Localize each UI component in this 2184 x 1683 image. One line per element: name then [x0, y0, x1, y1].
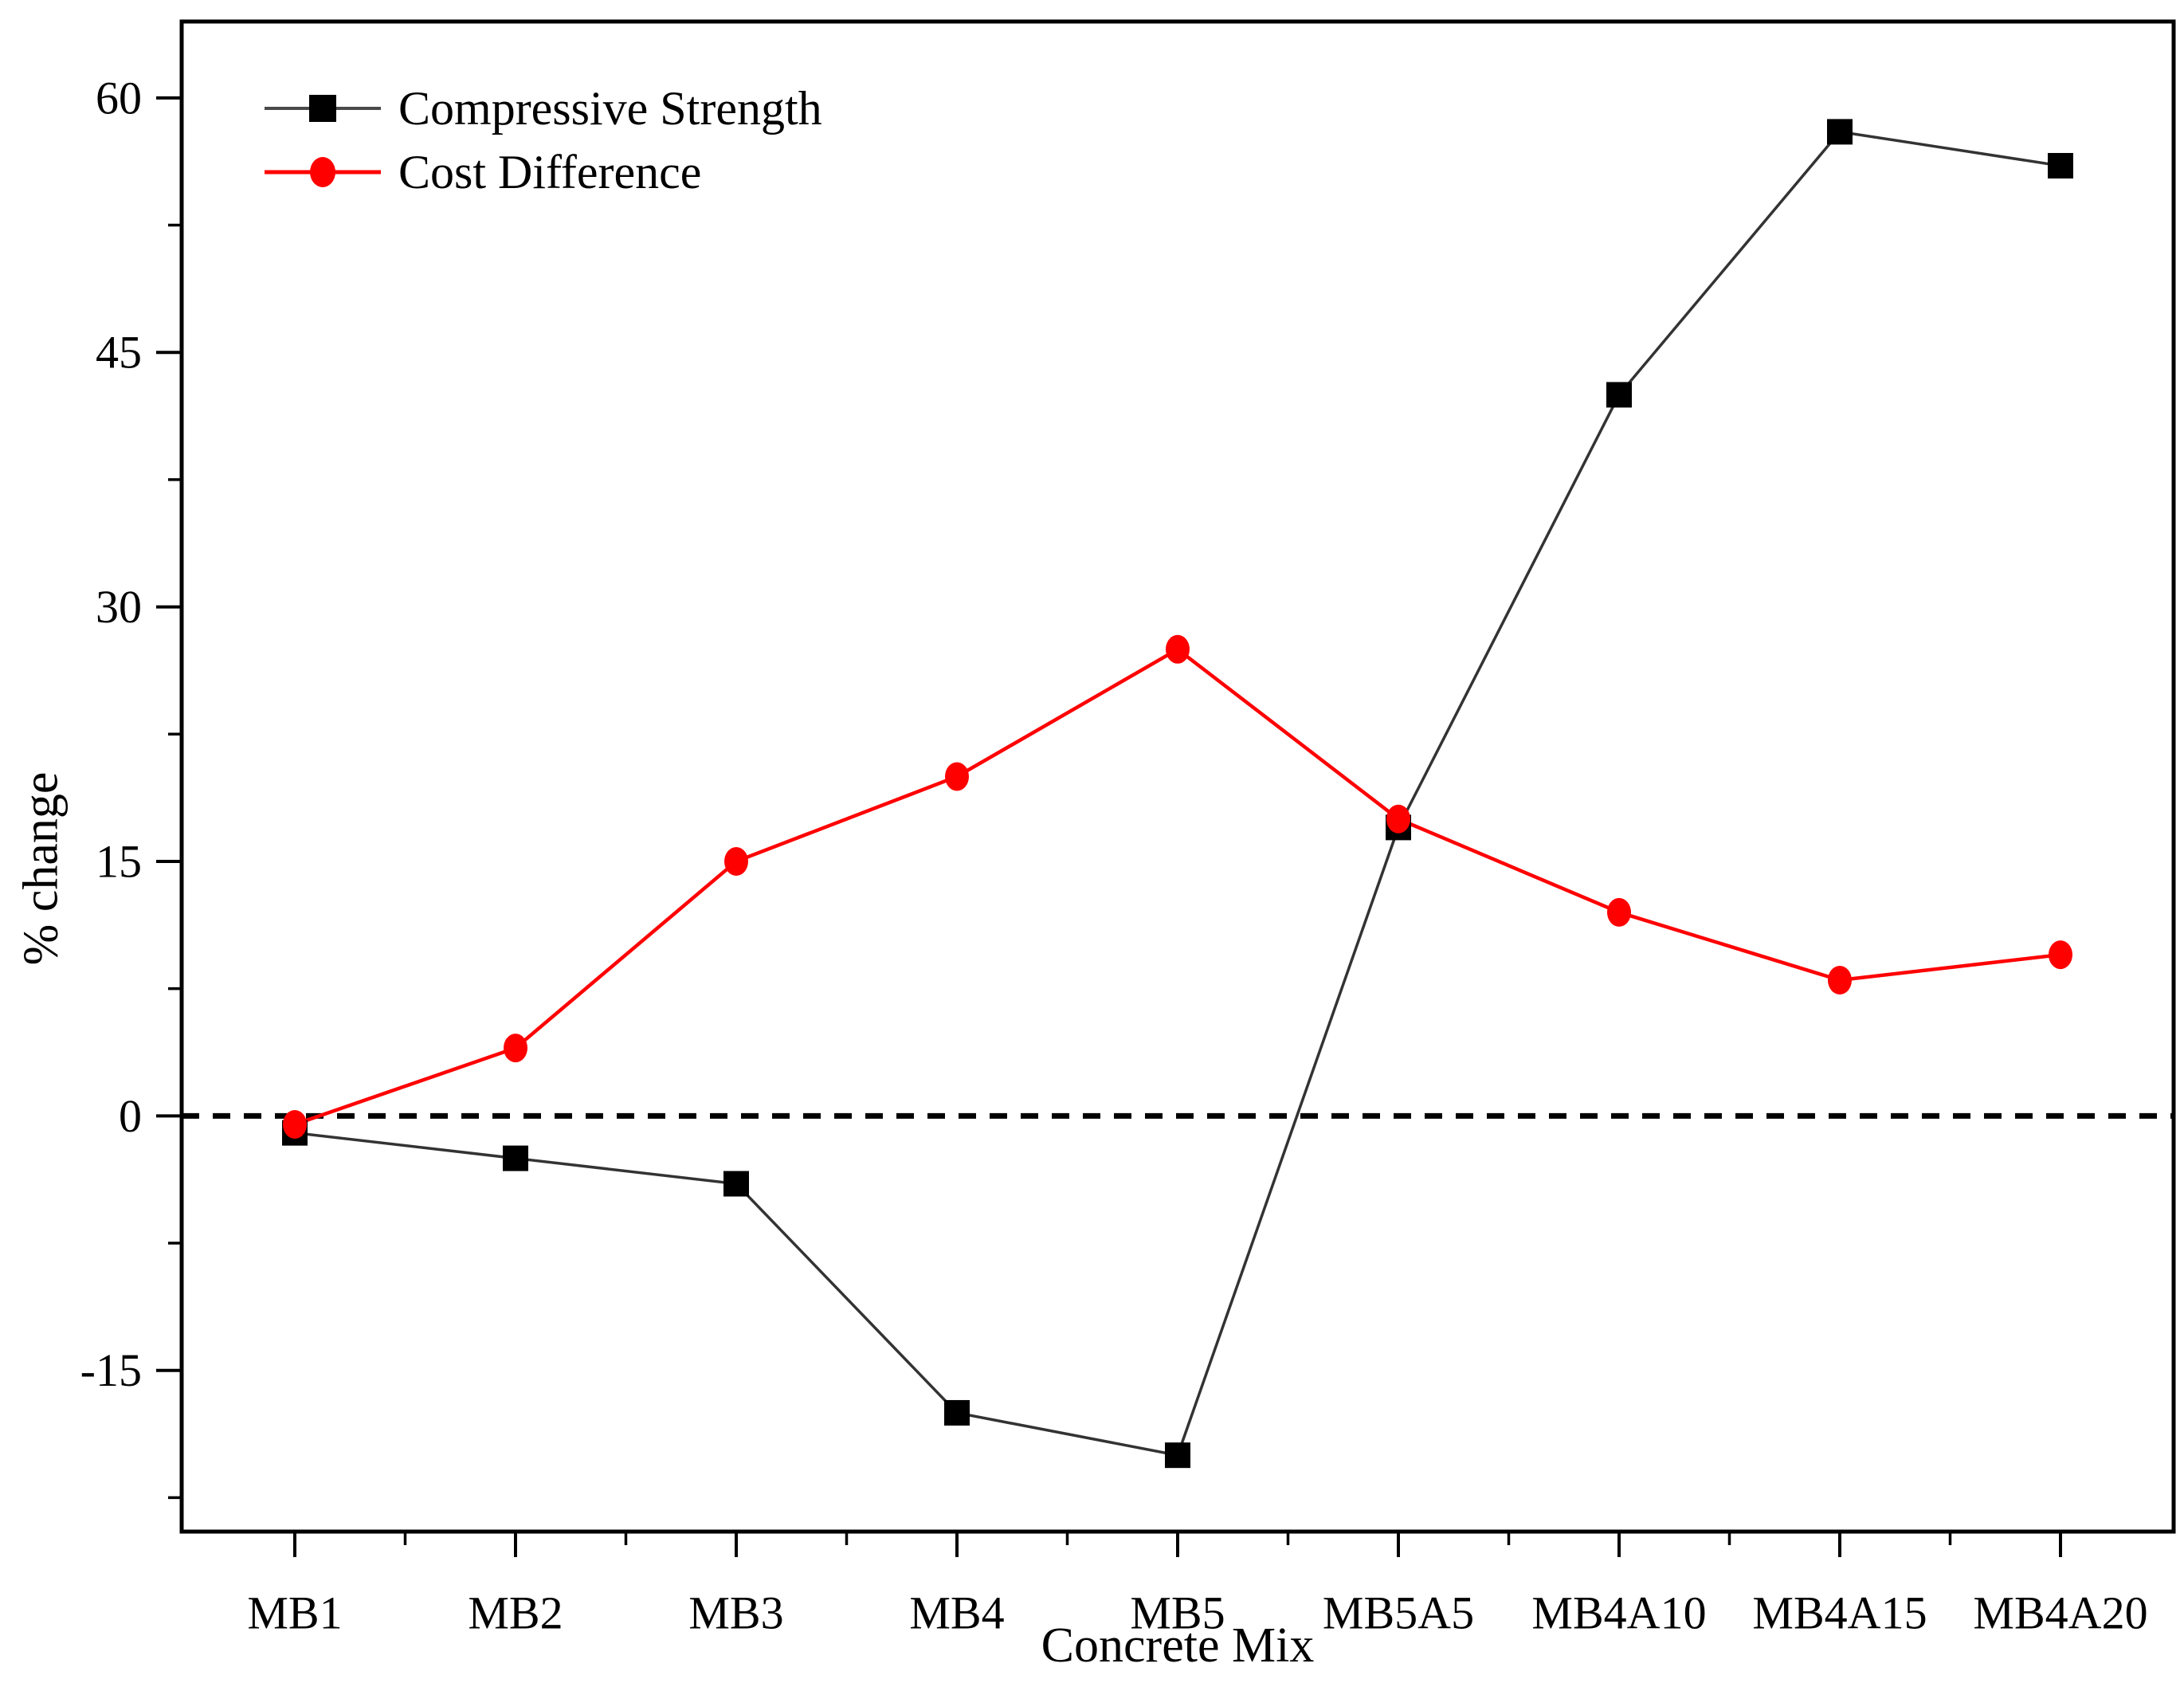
x-axis-tick-label: MB4A20: [1973, 1587, 2147, 1639]
line-square-marker-icon: [265, 95, 381, 122]
data-point-circle: [1828, 966, 1852, 995]
x-axis-title: Concrete Mix: [1041, 1618, 1315, 1673]
data-point-square: [1165, 1442, 1190, 1469]
x-axis-tick-label: MB4: [909, 1587, 1004, 1639]
data-point-circle: [1607, 897, 1631, 927]
x-axis-tick-label: MB2: [468, 1587, 563, 1639]
y-axis-tick-label: 60: [96, 72, 142, 124]
x-axis-tick-label: MB4A10: [1531, 1587, 1706, 1639]
data-point-circle: [945, 762, 969, 791]
data-point-square: [503, 1145, 528, 1171]
y-axis-tick-label: -15: [80, 1344, 142, 1396]
line-circle-marker-icon: [265, 157, 381, 187]
data-point-square: [1827, 119, 1853, 145]
data-point-square: [2048, 152, 2073, 178]
data-point-circle: [2049, 940, 2072, 970]
x-axis-tick-label: MB1: [247, 1587, 342, 1639]
data-point-circle: [1166, 634, 1190, 664]
y-axis-tick-label: 0: [119, 1090, 142, 1142]
data-point-circle: [1386, 804, 1410, 834]
y-axis-tick-label: 45: [96, 327, 142, 379]
y-axis-tick-label: 15: [96, 835, 142, 887]
x-axis-tick-label: MB3: [688, 1587, 783, 1639]
y-axis-tick-label: 30: [96, 581, 142, 633]
y-axis-title: % change: [14, 771, 69, 966]
data-point-square: [723, 1171, 749, 1197]
x-axis-tick-label: MB5: [1130, 1587, 1225, 1639]
chart-legend: Compressive Strength Cost Difference: [263, 76, 822, 204]
series-line-circle: [294, 647, 2061, 1127]
series-line-square: [294, 130, 2061, 1457]
legend-item-compressive-strength: Compressive Strength: [263, 76, 822, 140]
plot-frame: [179, 19, 2176, 1534]
x-axis-tick-label: MB5A5: [1323, 1587, 1474, 1639]
data-point-circle: [724, 846, 748, 876]
data-point-square: [944, 1399, 970, 1426]
legend-item-cost-difference: Cost Difference: [263, 140, 822, 204]
data-point-square: [1606, 382, 1632, 408]
data-point-circle: [504, 1034, 527, 1063]
legend-label: Cost Difference: [398, 146, 702, 198]
data-point-circle: [283, 1109, 307, 1139]
legend-label: Compressive Strength: [398, 82, 822, 135]
x-axis-tick-label: MB4A15: [1752, 1587, 1927, 1639]
